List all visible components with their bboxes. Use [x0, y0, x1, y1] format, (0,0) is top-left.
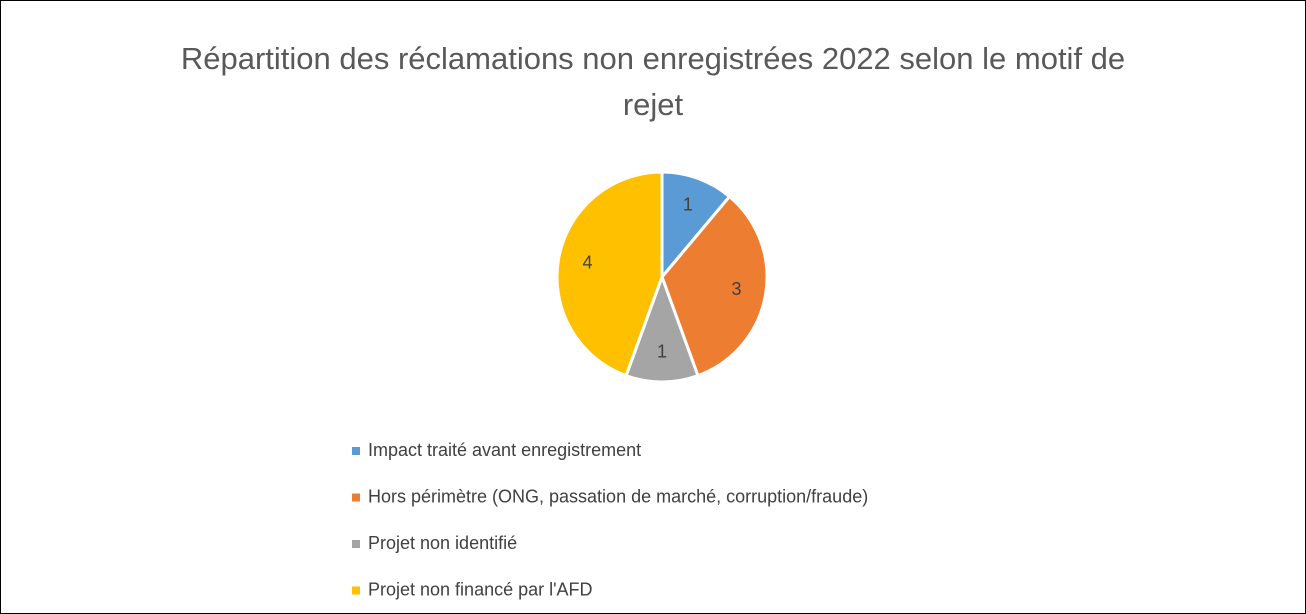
legend-label: Hors périmètre (ONG, passation de marché…: [368, 486, 868, 506]
data-label: 1: [683, 195, 693, 215]
legend-label: Projet non financé par l'AFD: [368, 579, 593, 599]
legend-swatch: [352, 586, 360, 595]
pie-slice: [555, 170, 664, 378]
legend-label: Impact traité avant enregistrement: [368, 440, 641, 460]
legend-swatch: [352, 447, 360, 455]
data-label: 3: [731, 279, 741, 299]
legend-label: Projet non identifié: [368, 533, 517, 553]
legend-swatch: [352, 493, 360, 502]
data-label: 1: [657, 341, 667, 361]
pie-slice: [660, 195, 769, 378]
chart-title: Répartition des réclamations non enregis…: [180, 41, 1126, 122]
legend-swatch: [352, 540, 360, 548]
data-label: 4: [583, 253, 593, 273]
